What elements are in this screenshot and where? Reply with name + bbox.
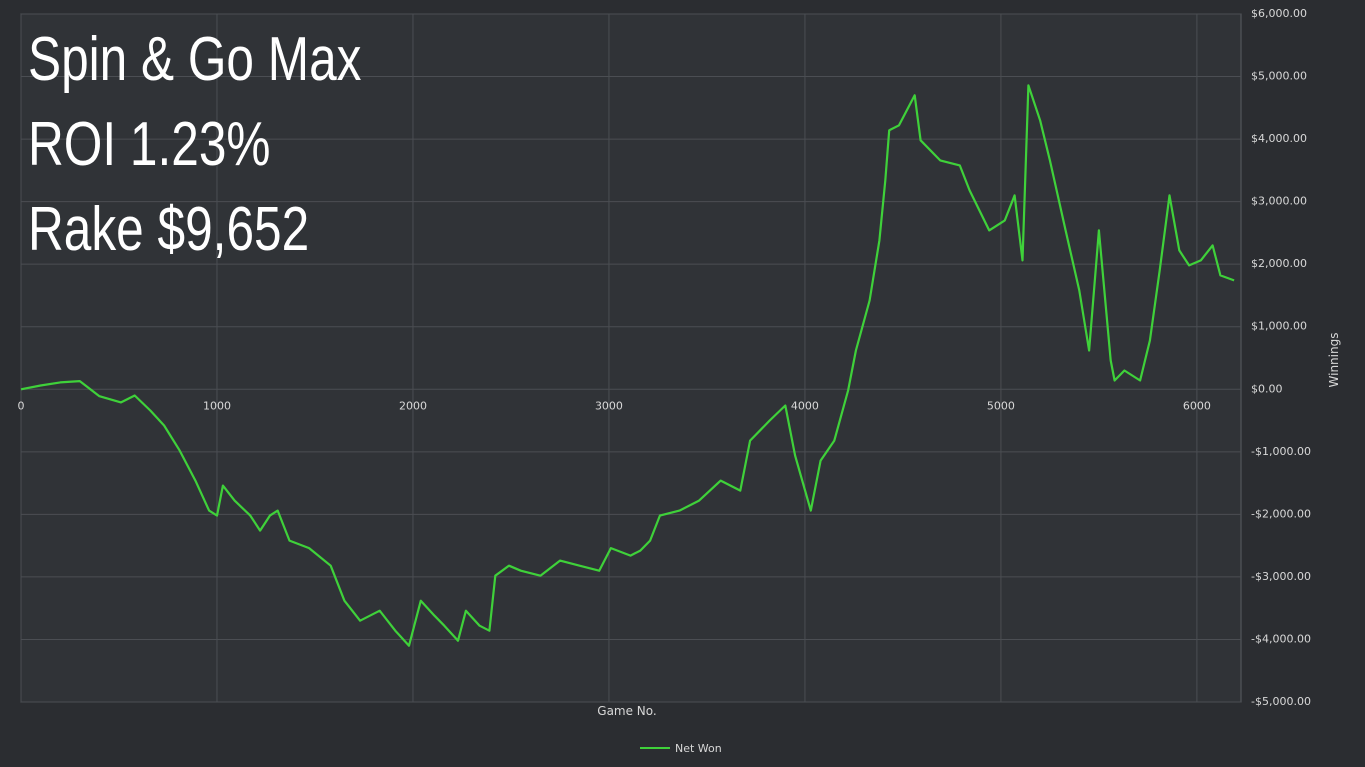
y-tick-label: $0.00 <box>1251 382 1283 395</box>
plot-area <box>20 13 1242 703</box>
y-tick-label: $2,000.00 <box>1251 257 1307 270</box>
data-line <box>20 84 1235 647</box>
headline-line: Rake $9,652 <box>28 194 309 264</box>
y-tick-label: -$2,000.00 <box>1251 507 1311 520</box>
legend-label: Net Won <box>675 742 722 755</box>
y-axis-label: Winnings <box>1327 333 1341 388</box>
x-tick-label: 1000 <box>203 399 231 412</box>
x-tick-label: 4000 <box>791 399 819 412</box>
y-tick-label: $3,000.00 <box>1251 195 1307 208</box>
x-tick-label: 3000 <box>595 399 623 412</box>
x-tick-label: 6000 <box>1183 399 1211 412</box>
grid <box>20 13 1241 703</box>
headline: Spin & Go Max ROI 1.23% Rake $9,652 <box>28 24 361 264</box>
x-tick-label: 0 <box>18 399 25 412</box>
x-tick-label: 2000 <box>399 399 427 412</box>
y-tick-label: -$4,000.00 <box>1251 632 1311 645</box>
y-tick-label: $6,000.00 <box>1251 7 1307 20</box>
x-tick-label: 5000 <box>987 399 1015 412</box>
y-tick-label: $4,000.00 <box>1251 132 1307 145</box>
y-tick-label: -$1,000.00 <box>1251 445 1311 458</box>
y-tick-label: $1,000.00 <box>1251 320 1307 333</box>
headline-line: Spin & Go Max <box>28 24 361 94</box>
y-tick-label: $5,000.00 <box>1251 70 1307 83</box>
y-tick-label: -$3,000.00 <box>1251 570 1311 583</box>
y-tick-label: -$5,000.00 <box>1251 695 1311 708</box>
data <box>20 84 1235 647</box>
x-axis-label: Game No. <box>597 704 656 718</box>
headline-line: ROI 1.23% <box>28 109 271 179</box>
